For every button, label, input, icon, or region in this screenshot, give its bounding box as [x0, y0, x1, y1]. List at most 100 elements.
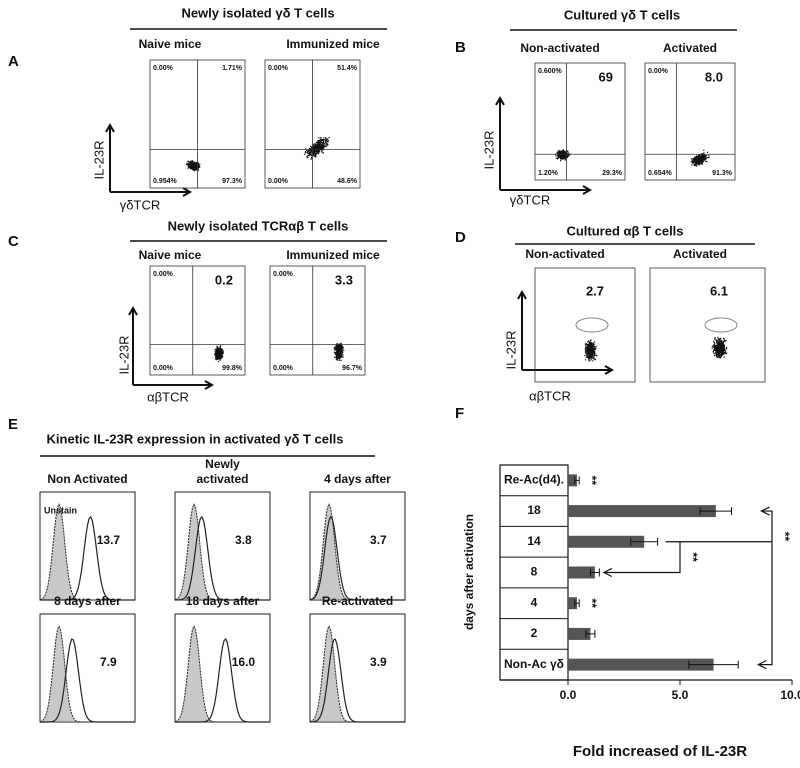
x-axis-label: γδTCR [120, 197, 160, 212]
arrow-head [756, 506, 770, 670]
quadrant-label: 51.4% [337, 65, 358, 72]
bar [568, 597, 577, 610]
panel-title: Cultured αβ T cells [566, 223, 683, 238]
arrow-head [105, 122, 193, 197]
quadrant-label: 99.8% [222, 365, 243, 372]
percent-label: 69 [599, 69, 613, 84]
quadrant-label: 91.3% [712, 170, 733, 177]
quadrant-label: 0.00% [153, 271, 174, 278]
quadrant-label: 1.20% [538, 170, 559, 177]
panel-letter: C [8, 233, 19, 250]
plot-frame [534, 267, 636, 383]
error-bar [589, 568, 600, 577]
dot-cloud [711, 336, 728, 359]
bracket [758, 510, 773, 666]
mfi-label: 7.9 [100, 655, 117, 669]
quadrant-label: 48.6% [337, 178, 358, 185]
arrow-head [128, 305, 215, 390]
gate [575, 317, 609, 333]
panel-letter: D [455, 229, 466, 246]
arrow-head [602, 567, 613, 578]
axis-arrow [132, 308, 212, 386]
dot-cloud [584, 339, 598, 362]
bar [568, 658, 714, 671]
stain-curve [175, 515, 270, 601]
x-tick-label: 0.0 [560, 688, 577, 702]
panel-letter: A [8, 53, 19, 70]
histogram-title: 18 days after [186, 594, 260, 608]
panel-letter: B [455, 39, 466, 56]
error-bar [585, 629, 596, 638]
category-label: 18 [527, 503, 541, 517]
mfi-label: 3.9 [370, 655, 387, 669]
quadrant-label: 0.00% [153, 65, 174, 72]
x-tick-label: 10.0 [780, 688, 800, 702]
plot-subtitle: Naive mice [139, 248, 202, 262]
y-axis-label: IL-23R [116, 335, 131, 374]
plot-subtitle: Non-activated [525, 247, 604, 261]
mfi-label: 3.7 [370, 533, 387, 547]
dot-cloud [690, 149, 710, 167]
dot-cloud [214, 345, 224, 363]
panel-title: Newly isolated TCRαβ T cells [168, 218, 349, 233]
plot-subtitle: Naive mice [139, 37, 202, 51]
x-axis-label: αβTCR [529, 388, 571, 403]
percent-label: 0.2 [215, 272, 233, 287]
percent-label: 3.3 [335, 272, 353, 287]
mfi-label: 16.0 [232, 655, 256, 669]
panel-letter: F [455, 405, 464, 422]
stain-curve [175, 637, 270, 723]
error-bar [574, 476, 580, 485]
panel-title: Newly isolated γδ T cells [181, 5, 334, 20]
arrow-head [517, 289, 615, 375]
category-label: Non-Ac γδ [504, 657, 564, 671]
quadrant-label: 29.3% [602, 170, 623, 177]
significance: ** [585, 599, 599, 609]
percent-label: 6.1 [710, 283, 728, 298]
bar [568, 505, 716, 518]
category-label: 4 [531, 595, 538, 609]
dot-cloud [185, 160, 201, 172]
significance: ** [778, 532, 792, 542]
y-axis-label: IL-23R [481, 130, 496, 169]
quadrant-label: 0.00% [268, 178, 289, 185]
axis-arrow [499, 98, 590, 191]
quadrant-label: 0.00% [648, 68, 669, 75]
quadrant-label: 0.00% [273, 365, 294, 372]
axis-arrow [521, 292, 612, 371]
plot-frame [149, 265, 246, 376]
panel-title: Kinetic IL-23R expression in activated γ… [47, 431, 344, 446]
gate [704, 317, 738, 333]
bar [568, 627, 591, 640]
histogram-title: Newly activated [196, 457, 248, 486]
plot-subtitle: Non-activated [520, 41, 599, 55]
plot-subtitle: Activated [663, 41, 717, 55]
dot-cloud [303, 137, 330, 160]
quadrant-label: 0.00% [273, 271, 294, 278]
y-axis-label: days after activation [462, 514, 476, 630]
plot-subtitle: Immunized mice [286, 248, 380, 262]
plot-subtitle: Activated [673, 247, 727, 261]
stain-curve [309, 515, 405, 601]
plot-frame [649, 267, 766, 383]
stain-curve [309, 638, 405, 723]
percent-label: 8.0 [705, 69, 723, 84]
error-bar [630, 537, 659, 546]
panel-title: Cultured γδ T cells [564, 7, 680, 22]
category-label: 14 [527, 534, 541, 548]
category-label: Re-Ac(d4). [504, 473, 564, 487]
quadrant-label: 0.954% [153, 178, 178, 185]
arrow-head [495, 95, 593, 195]
stain-curve [40, 515, 135, 601]
plot-subtitle: Immunized mice [286, 37, 380, 51]
axis-arrow [109, 125, 190, 193]
mfi-label: 13.7 [97, 533, 121, 547]
histogram-title: Re-activated [322, 594, 393, 608]
x-axis-label: αβTCR [147, 389, 189, 404]
y-axis-label: IL-23R [503, 330, 518, 369]
dot-cloud [333, 342, 345, 361]
quadrant-label: 0.654% [648, 170, 673, 177]
bar [568, 535, 645, 548]
